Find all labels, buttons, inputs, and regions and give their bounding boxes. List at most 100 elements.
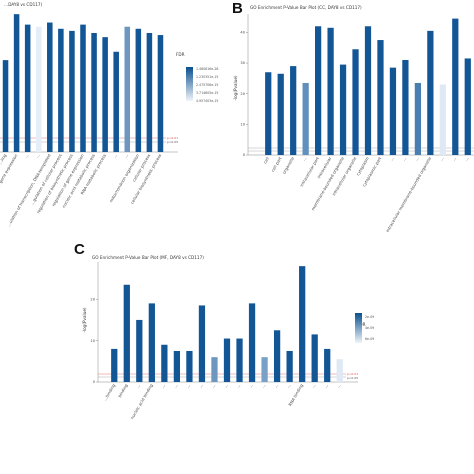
panel-c-category-label-9: … xyxy=(223,383,229,389)
panel-a-bar-13 xyxy=(146,32,153,152)
panel-c-category-label-18: … xyxy=(335,383,341,389)
panel-c-y-tick-label-1: 10 xyxy=(90,339,95,343)
panel-b-title: GO Enrichment P-Value Bar Plot (CC, DAY8… xyxy=(250,5,362,10)
panel-a-legend-tick-0: 1.460816e-28 xyxy=(196,67,218,71)
panel-b-category-label-2: organelle xyxy=(281,156,295,175)
panel-a-ref-label-05: p<0.05 xyxy=(167,140,178,144)
panel-c-bar-14 xyxy=(286,350,293,382)
panel-c-bar-6 xyxy=(186,350,193,382)
panel-b-bar-14 xyxy=(439,84,446,155)
panel-b-bar-0 xyxy=(265,72,272,155)
panel-c-y-ticks: 0 10 20 xyxy=(90,297,98,384)
panel-a-legend-tick-2: 2.475706e-15 xyxy=(196,83,218,87)
panel-c-bar-16 xyxy=(311,334,318,382)
panel-c-bar-9 xyxy=(223,338,231,382)
panel-b-bars xyxy=(265,18,471,156)
panel-c-bar-12 xyxy=(261,357,268,382)
panel-a-bar-14 xyxy=(157,35,164,153)
panel-b-category-label-0: cell xyxy=(262,156,270,164)
panel-c-bar-8 xyxy=(211,357,218,382)
panel-a-category-label-11: … xyxy=(123,153,129,159)
panel-b-bar-2 xyxy=(290,66,297,155)
panel-b-y-tick-label-3: 30 xyxy=(240,61,245,65)
panel-c-ref-label-05: p<0.05 xyxy=(347,376,358,380)
panel-c-bar-4 xyxy=(161,344,168,382)
panel-b-category-label-11: … xyxy=(401,156,407,162)
panel-b-category-label-10: … xyxy=(388,156,394,162)
panel-c-category-label-12: … xyxy=(260,383,266,389)
panel-c-category-label-0: …binding xyxy=(102,383,116,402)
panel-a-title: …DAY8 vs CD117) xyxy=(4,2,43,7)
panel-a-bars xyxy=(2,14,164,153)
panel-b-bar-6 xyxy=(339,64,347,155)
panel-a-bar-4 xyxy=(47,22,53,153)
panel-a-bar-7 xyxy=(80,24,86,152)
panel-c-category-label-1: binding xyxy=(117,383,129,399)
panel-c-letter: C xyxy=(74,241,85,258)
panel-c-bar-7 xyxy=(198,305,206,382)
panel-b-bar-8 xyxy=(364,26,372,156)
panel-c-bar-1 xyxy=(123,284,130,382)
panel-a-bar-5 xyxy=(58,28,64,152)
panel-c-category-label-4: … xyxy=(160,383,166,389)
panel-c-category-label-8: … xyxy=(210,383,216,389)
panel-a-bar-1 xyxy=(13,14,20,153)
panel-a-legend-tick-4: 4.957403e-15 xyxy=(196,99,218,103)
panel-b-bar-11 xyxy=(402,59,409,156)
panel-c-bar-11 xyxy=(248,303,256,382)
panel-c-y-tick-label-0: 0 xyxy=(93,380,96,384)
panel-c-category-label-16: … xyxy=(310,383,316,389)
panel-b-bar-13 xyxy=(427,30,434,155)
panel-a-category-label-10: … xyxy=(112,153,118,159)
panel-c-bar-0 xyxy=(111,348,118,382)
panel-b-bar-10 xyxy=(389,67,397,155)
panel-c-title: GO Enrichment P-Value Bar Plot (MF, DAY8… xyxy=(92,255,204,260)
panel-c-category-label-5: … xyxy=(172,383,178,389)
panel-c: C GO Enrichment P-Value Bar Plot (MF, DA… xyxy=(74,241,374,420)
panel-b-bar-7 xyxy=(352,49,359,155)
panel-a-bar-11 xyxy=(124,26,131,152)
panel-b-category-label-1: cell part xyxy=(270,156,283,173)
panel-b-y-tick-label-0: 0 xyxy=(243,153,246,157)
panel-b-bar-3 xyxy=(302,82,309,155)
panel-c-ref-label-01: p<0.01 xyxy=(347,372,358,376)
panel-a-bar-6 xyxy=(69,30,75,153)
panel-b-y-axis-label: -log(Pvalue) xyxy=(233,75,238,100)
panel-a-bar-3 xyxy=(35,26,42,152)
panel-a-bar-8 xyxy=(91,32,97,152)
panel-c-category-label-13: … xyxy=(273,383,279,389)
panel-c-category-label-10: … xyxy=(235,383,241,389)
panel-b-category-label-12: … xyxy=(413,156,419,162)
panel-b: B GO Enrichment P-Value Bar Plot (CC, DA… xyxy=(232,0,474,233)
panel-c-bar-15 xyxy=(299,266,306,382)
panel-a-bar-2 xyxy=(24,24,31,152)
panel-b-bar-16 xyxy=(464,58,471,156)
panel-b-y-tick-label-2: 20 xyxy=(240,92,245,96)
panel-b-y-tick-label-4: 40 xyxy=(240,31,245,35)
panel-b-bar-1 xyxy=(277,73,284,155)
panel-b-bar-4 xyxy=(315,26,322,156)
panel-c-bars xyxy=(111,266,343,382)
panel-c-category-label-7: … xyxy=(197,383,203,389)
panel-c-legend-tick-0: 2e-09 xyxy=(365,315,374,319)
panel-a-legend-tick-1: 1.230351e-15 xyxy=(196,75,218,79)
panel-c-category-label-6: … xyxy=(185,383,191,389)
panel-a-category-label-2: … xyxy=(23,153,29,159)
panel-c-legend-colorbar xyxy=(355,313,362,343)
panel-a-bar-0 xyxy=(2,60,9,153)
panel-c-category-label-14: … xyxy=(285,383,291,389)
panel-c-category-label-3: nucleic acid binding xyxy=(129,383,154,420)
panel-c-category-labels: …binding binding … nucleic acid binding … … … …… xyxy=(102,383,341,420)
panel-b-category-label-7: intracellular organelle xyxy=(331,156,358,197)
panel-b-category-label-3: … xyxy=(301,156,307,162)
panel-c-y-tick-label-2: 20 xyxy=(90,297,95,301)
panel-b-category-label-13: intracellular membrane-bounded organelle xyxy=(385,156,433,234)
panel-c-bar-2 xyxy=(136,319,143,382)
panel-c-category-label-11: … xyxy=(248,383,254,389)
panel-c-legend-tick-1: 4e-09 xyxy=(365,326,374,330)
panel-b-bar-5 xyxy=(327,27,334,155)
panel-a-bar-10 xyxy=(113,51,119,153)
panel-c-bar-10 xyxy=(236,338,243,382)
panel-c-bar-13 xyxy=(273,330,281,382)
